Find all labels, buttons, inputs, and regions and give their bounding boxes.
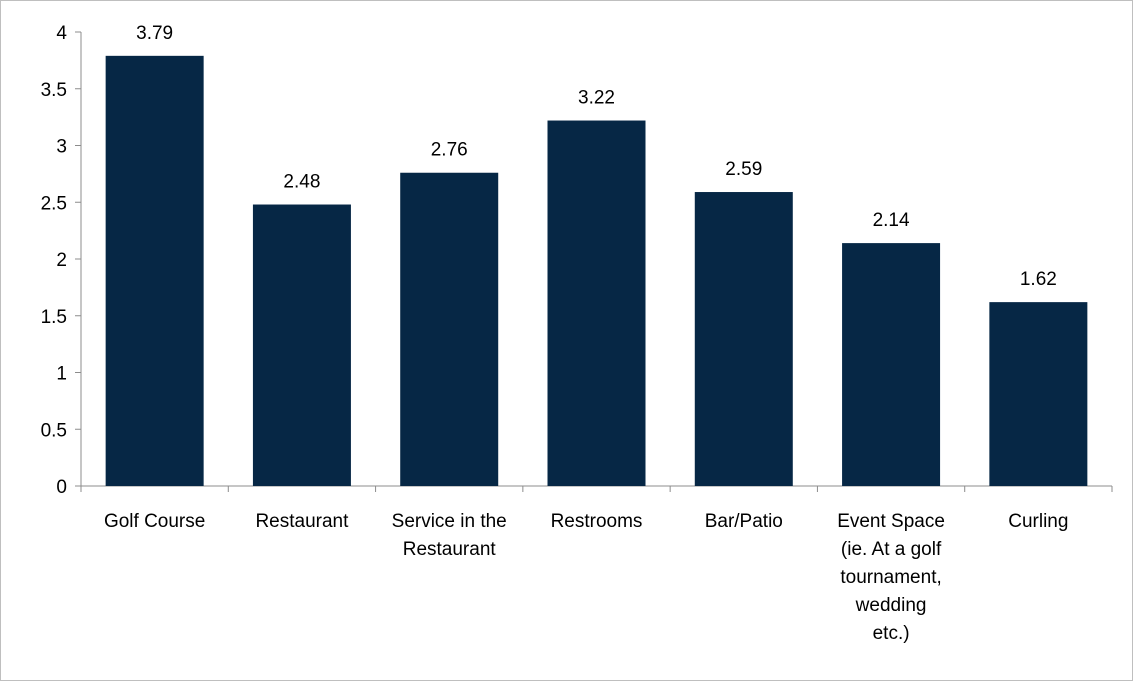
data-label: 2.59	[725, 159, 762, 180]
category-labels: Golf Course Restaurant Service in the Resta…	[104, 511, 1069, 644]
bars	[105, 55, 1088, 487]
y-axis: 0 0.5 1 1.5 2 2.5 3 3.5 4	[41, 23, 82, 498]
category-label-line: Restaurant	[255, 511, 349, 532]
category-label: Curling	[1008, 511, 1068, 532]
data-label: 2.48	[283, 172, 320, 193]
y-tick-label: 0.5	[41, 420, 67, 441]
category-label: Service in the Restaurant	[392, 511, 507, 560]
category-label-line: Restrooms	[551, 511, 643, 532]
y-tick-label: 3	[56, 137, 67, 158]
y-tick-label: 0	[56, 477, 67, 498]
bar	[989, 302, 1088, 486]
category-label-line: Service in the	[392, 511, 507, 532]
category-label: Event Space (ie. At a golf tournament, wedd…	[837, 511, 945, 644]
data-label: 3.79	[136, 23, 173, 44]
y-tick-label: 2	[56, 250, 67, 271]
x-axis	[80, 485, 1113, 492]
y-tick-label: 4	[56, 23, 67, 44]
y-tick-label: 1	[56, 364, 67, 385]
bar	[842, 243, 941, 486]
category-label-line: (ie. At a golf	[841, 539, 942, 560]
category-label: Bar/Patio	[705, 511, 783, 532]
category-label-line: Restaurant	[403, 539, 497, 560]
data-label: 1.62	[1020, 269, 1057, 290]
bar	[105, 55, 204, 487]
bar	[252, 204, 351, 486]
bar	[547, 120, 646, 486]
category-label-line: wedding	[855, 595, 927, 616]
category-label-line: etc.)	[873, 623, 910, 644]
category-label-line: Event Space	[837, 511, 945, 532]
category-label-line: tournament,	[840, 567, 941, 588]
y-tick-label: 1.5	[41, 307, 67, 328]
data-labels: 3.79 2.48 2.76 3.22 2.59 2.14 1.62	[136, 23, 1057, 290]
category-label-line: Curling	[1008, 511, 1068, 532]
data-label: 2.76	[431, 140, 468, 161]
bar	[694, 192, 793, 486]
category-label-line: Bar/Patio	[705, 511, 783, 532]
bar	[400, 172, 499, 487]
data-label: 2.14	[873, 210, 910, 231]
y-tick-label: 2.5	[41, 193, 67, 214]
category-label-line: Golf Course	[104, 511, 205, 532]
category-label: Restrooms	[551, 511, 643, 532]
category-label: Golf Course	[104, 511, 205, 532]
y-tick-label: 3.5	[41, 80, 67, 101]
category-label: Restaurant	[255, 511, 349, 532]
data-label: 3.22	[578, 88, 615, 109]
